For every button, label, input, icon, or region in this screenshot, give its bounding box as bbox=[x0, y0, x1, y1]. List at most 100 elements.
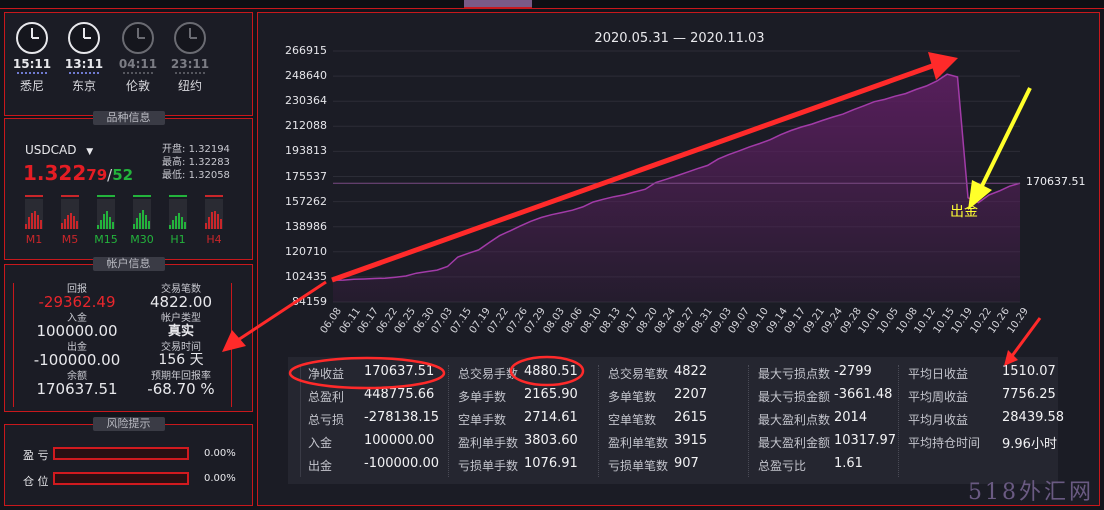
yellow-arrow-head bbox=[968, 180, 992, 210]
account-title: 帐户信息 bbox=[92, 257, 165, 271]
deposit-value: 100000.00 bbox=[36, 322, 118, 340]
time-label: 交易时间 bbox=[161, 342, 201, 353]
y-tick-label: 138986 bbox=[285, 219, 327, 233]
stat-value: 4880.51 bbox=[524, 364, 578, 379]
red-arrow-long bbox=[331, 62, 936, 283]
stat-label: 平均月收益 bbox=[908, 413, 969, 427]
y-tick-label: 102435 bbox=[285, 269, 327, 283]
stat-value: 3915 bbox=[674, 433, 708, 448]
ohl-block: 开盘: 1.32194 最高: 1.32283 最低: 1.32058 bbox=[162, 143, 230, 182]
clock-time: 13:11 bbox=[64, 57, 104, 71]
deposit-label: 入金 bbox=[67, 313, 87, 324]
high-label: 最高: bbox=[162, 157, 186, 168]
timeframe-label[interactable]: H1 bbox=[170, 233, 186, 246]
y-tick-label: 230364 bbox=[285, 94, 327, 108]
timeframe-label[interactable]: M1 bbox=[25, 233, 43, 246]
red-arrow-long-head bbox=[928, 52, 958, 80]
timeframe-label[interactable]: M15 bbox=[94, 233, 118, 246]
main-panel: 2020.05.31 — 2020.11.03 266915 248640 2303… bbox=[257, 12, 1100, 506]
timeframe-m30[interactable] bbox=[129, 195, 159, 233]
high-value: 1.32283 bbox=[188, 157, 230, 168]
stat-label: 总盈亏比 bbox=[758, 459, 807, 473]
type-label: 帐户类型 bbox=[161, 313, 201, 324]
chevron-down-icon: ▼ bbox=[86, 147, 94, 157]
timeframe-h4[interactable] bbox=[201, 195, 231, 233]
withdrawal-annotation: 出金 bbox=[950, 204, 978, 220]
stat-label: 总盈利 bbox=[308, 390, 345, 404]
stat-value: -100000.00 bbox=[364, 456, 439, 471]
clock-1: 13:11 东京 bbox=[64, 21, 104, 94]
red-arrow-right bbox=[1010, 317, 1042, 357]
account-panel: 帐户信息 回报 -29362.49 入金 100000.00 出金 -10000… bbox=[4, 257, 253, 412]
risk-panel: 风险提示 盈 亏 0.00% 仓 位 0.00% bbox=[4, 417, 253, 506]
stat-value: 448775.66 bbox=[364, 387, 435, 402]
stat-label: 盈利单笔数 bbox=[608, 436, 669, 450]
timeframe-m1[interactable] bbox=[21, 195, 51, 233]
stat-label: 盈利单手数 bbox=[458, 436, 519, 450]
stats-column-divider bbox=[598, 365, 600, 477]
stat-label: 平均周收益 bbox=[908, 390, 969, 404]
stat-value: -3661.48 bbox=[834, 387, 893, 402]
annual-value: -68.70 % bbox=[147, 380, 215, 398]
clock-city: 伦敦 bbox=[125, 79, 150, 93]
trades-label: 交易笔数 bbox=[161, 284, 201, 295]
timeframe-m5[interactable] bbox=[57, 195, 87, 233]
low-value: 1.32058 bbox=[188, 170, 230, 181]
stat-value: -278138.15 bbox=[364, 410, 439, 425]
symbol-selector[interactable]: USDCAD ▼ bbox=[25, 143, 93, 157]
price-display: 1.32279/52 bbox=[23, 161, 133, 185]
position-bar bbox=[53, 472, 189, 485]
balance-value: 170637.51 bbox=[36, 380, 118, 398]
stat-value: 2014 bbox=[834, 410, 868, 425]
type-value: 真实 bbox=[167, 324, 194, 339]
chart-svg bbox=[332, 50, 1021, 303]
watermark: 518外汇网 bbox=[968, 480, 1094, 505]
y-tick-label: 157262 bbox=[285, 194, 327, 208]
clock-time: 04:11 bbox=[118, 57, 158, 71]
timeframe-label[interactable]: M5 bbox=[61, 233, 79, 246]
stat-label: 平均日收益 bbox=[908, 367, 969, 381]
stats-column-divider bbox=[448, 365, 450, 477]
stat-value: 28439.58 bbox=[1002, 410, 1065, 425]
y-tick-label: 266915 bbox=[285, 44, 327, 57]
account-left-border bbox=[13, 283, 14, 407]
top-tab[interactable] bbox=[464, 0, 532, 8]
open-label: 开盘: bbox=[162, 144, 186, 155]
stat-value: 2207 bbox=[674, 387, 708, 402]
timeframe-m15[interactable] bbox=[93, 195, 123, 233]
stat-value: 1076.91 bbox=[524, 456, 578, 471]
risk-title: 风险提示 bbox=[92, 417, 165, 431]
stat-label: 总交易笔数 bbox=[608, 367, 669, 381]
timeframe-label[interactable]: M30 bbox=[130, 233, 154, 246]
stat-label: 最大盈利点数 bbox=[758, 413, 831, 427]
y-tick-label: 193813 bbox=[285, 144, 327, 158]
time-value: 156 天 bbox=[158, 352, 204, 368]
price-big: 1.322 bbox=[23, 161, 87, 185]
equity-area bbox=[333, 74, 1020, 302]
stat-value: 2165.90 bbox=[524, 387, 578, 402]
symbol-info-title: 品种信息 bbox=[92, 111, 165, 125]
stat-label: 亏损单手数 bbox=[458, 459, 519, 473]
stats-table bbox=[288, 357, 1058, 484]
stat-label: 空单笔数 bbox=[608, 413, 657, 427]
stat-value: 3803.60 bbox=[524, 433, 578, 448]
balance-label: 余额 bbox=[67, 371, 87, 382]
stat-label: 出金 bbox=[308, 459, 333, 473]
timeframe-h1[interactable] bbox=[165, 195, 195, 233]
timeframe-label[interactable]: H4 bbox=[206, 233, 222, 246]
trades-value: 4822.00 bbox=[149, 293, 213, 311]
clock-3: 23:11 纽约 bbox=[170, 21, 210, 94]
stat-label: 净收益 bbox=[308, 367, 345, 381]
stat-label: 入金 bbox=[308, 436, 333, 450]
stat-label: 最大亏损金额 bbox=[758, 390, 831, 404]
stat-value: 4822 bbox=[674, 364, 708, 379]
price-bid: 79 bbox=[86, 166, 108, 184]
stat-label: 亏损单笔数 bbox=[608, 459, 669, 473]
stats-column-divider bbox=[748, 365, 750, 477]
stat-label: 总交易手数 bbox=[458, 367, 519, 381]
clock-2: 04:11 伦敦 bbox=[118, 21, 158, 94]
stat-label: 空单手数 bbox=[458, 413, 507, 427]
stat-label: 多单手数 bbox=[458, 390, 507, 404]
stat-value: -2799 bbox=[834, 364, 872, 379]
annual-label: 预期年回报率 bbox=[151, 371, 211, 382]
